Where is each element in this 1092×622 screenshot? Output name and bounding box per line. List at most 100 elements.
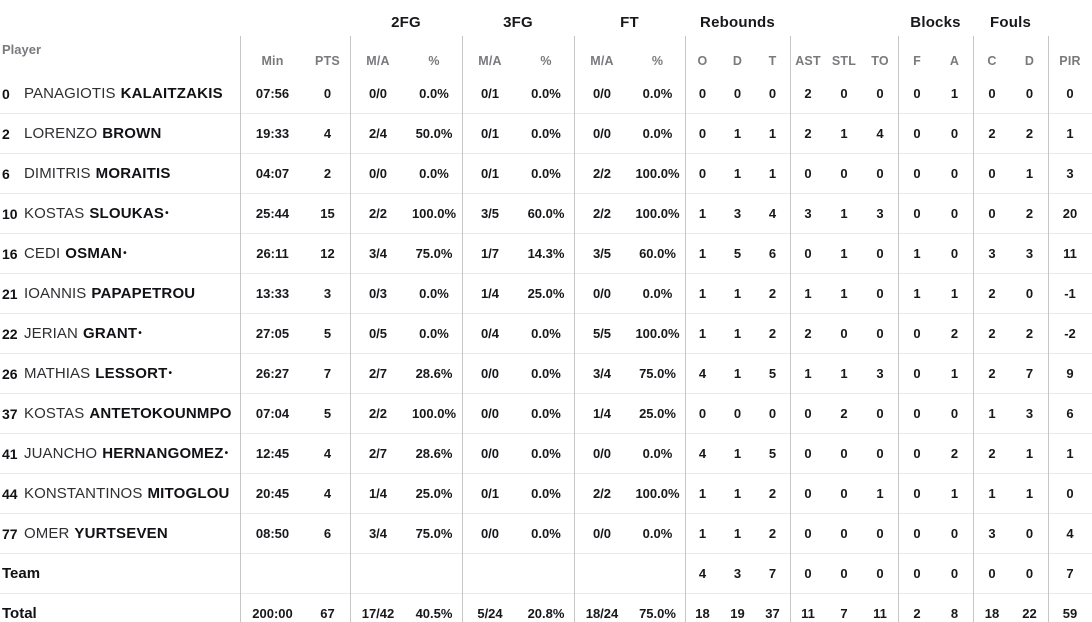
- stat-value-to: 1: [876, 486, 884, 501]
- stat-value-f: 0: [913, 486, 921, 501]
- stat-value-d: 1: [1025, 486, 1034, 501]
- player-cell: 16 CEDI OSMAN •: [0, 245, 240, 262]
- stat-value-d: 3: [1025, 246, 1034, 261]
- stat-value-pir: 4: [1066, 526, 1074, 541]
- stat-header-row: Player Min PTS M/A% M/A% M/A% O D T AST STL TO F A C D…: [0, 36, 1092, 74]
- stat-value-stl: 1: [840, 286, 848, 301]
- stat-value-: 14.3%: [527, 246, 565, 261]
- stat-value-pir: -1: [1064, 286, 1076, 301]
- player-row[interactable]: 41 JUANCHO HERNANGOMEZ • 12:45 4 2/7 28.6% 0/0 0.…: [0, 434, 1092, 474]
- stat-value-t: 5: [768, 446, 777, 461]
- stat-value-ma: 2/7: [368, 446, 388, 461]
- column-divider: [462, 36, 463, 622]
- stat-header-stl: STL: [831, 54, 857, 68]
- stat-value-pts: 6: [323, 526, 332, 541]
- stat-value-ast: 1: [804, 286, 812, 301]
- stat-value-pts: 12: [320, 246, 335, 261]
- stat-value-min: 19:33: [255, 126, 290, 141]
- stat-value-: 0.0%: [642, 86, 673, 101]
- stat-value-o: 0: [698, 86, 707, 101]
- jersey-number: 41: [2, 445, 18, 462]
- player-row[interactable]: 44 KONSTANTINOS MITOGLOU 20:45 4 1/4 25.0% 0/1 0…: [0, 474, 1092, 514]
- stat-value-ast: 3: [804, 206, 812, 221]
- stat-value-t: 2: [768, 286, 777, 301]
- player-last-name: KALAITZAKIS: [120, 85, 223, 102]
- player-last-name: PAPAPETROU: [91, 285, 196, 302]
- jersey-number: 22: [2, 325, 18, 342]
- stat-value-to: 3: [876, 206, 884, 221]
- stat-value-d: 1: [733, 486, 742, 501]
- stat-value-a: 0: [950, 206, 959, 221]
- stat-value-pir: 11: [1063, 246, 1077, 261]
- player-row[interactable]: 26 MATHIAS LESSORT • 26:27 7 2/7 28.6% 0/0 0.0% 3/…: [0, 354, 1092, 394]
- stat-value-d: 1: [733, 166, 742, 181]
- player-row[interactable]: 77 OMER YURTSEVEN 08:50 6 3/4 75.0% 0/0 0.0% 0/0 0…: [0, 514, 1092, 554]
- stat-value-a: 0: [950, 246, 959, 261]
- stat-value-: 100.0%: [635, 206, 680, 221]
- stat-header-: %: [540, 54, 552, 68]
- stat-value-t: 2: [768, 486, 777, 501]
- stat-value-o: 18: [695, 606, 710, 621]
- player-cell: 26 MATHIAS LESSORT •: [0, 365, 240, 382]
- stat-value-: 0.0%: [531, 446, 561, 461]
- player-row[interactable]: 21 IOANNIS PAPAPETROU 13:33 3 0/3 0.0% 1/4 25.0%…: [0, 274, 1092, 314]
- stat-value-d: 1: [1025, 166, 1034, 181]
- player-last-name: YURTSEVEN: [74, 525, 168, 542]
- stat-value-to: 0: [876, 286, 884, 301]
- stat-value-c: 3: [988, 526, 996, 541]
- player-row[interactable]: 37 KOSTAS ANTETOKOUNMPO 07:04 5 2/2 100.0% 0/0 0…: [0, 394, 1092, 434]
- stat-value-to: 0: [876, 246, 884, 261]
- stat-value-ma: 0/0: [592, 86, 612, 101]
- stat-value-d: 5: [733, 246, 742, 261]
- column-divider: [790, 36, 791, 622]
- stat-value-: 0.0%: [642, 526, 673, 541]
- stat-value-ma: 0/0: [480, 526, 500, 541]
- stat-value-: 25.0%: [415, 486, 453, 501]
- stat-value-: 25.0%: [639, 406, 676, 421]
- stat-value-o: 1: [698, 286, 707, 301]
- summary-row: Team 4 3 7 0 0 0 0 0 0 0 7: [0, 554, 1092, 594]
- jersey-number: 37: [2, 405, 18, 422]
- stat-value-ma: 18/24: [585, 606, 619, 621]
- player-first-name: MATHIAS: [24, 365, 91, 382]
- player-row[interactable]: 2 LORENZO BROWN 19:33 4 2/4 50.0% 0/1 0.0% 0/0 0.0…: [0, 114, 1092, 154]
- stat-value-pir: 7: [1066, 566, 1074, 581]
- stat-value-a: 1: [950, 366, 959, 381]
- stat-value-a: 1: [950, 286, 959, 301]
- column-divider: [574, 36, 575, 622]
- player-row[interactable]: 6 DIMITRIS MORAITIS 04:07 2 0/0 0.0% 0/1 0.0% 2/2…: [0, 154, 1092, 194]
- stat-value-ast: 0: [804, 166, 812, 181]
- stat-value-min: 25:44: [255, 206, 290, 221]
- stat-value-t: 0: [768, 406, 777, 421]
- stat-value-ast: 11: [801, 606, 815, 621]
- stat-value-d: 0: [1025, 286, 1034, 301]
- column-divider: [973, 36, 974, 622]
- column-divider: [685, 36, 686, 622]
- player-row[interactable]: 22 JERIAN GRANT • 27:05 5 0/5 0.0% 0/4 0.0% 5/5 100…: [0, 314, 1092, 354]
- stat-header-f: F: [913, 54, 921, 68]
- stat-value-: 60.0%: [639, 246, 676, 261]
- stat-value-c: 2: [988, 326, 996, 341]
- starter-marker-icon: •: [168, 368, 173, 379]
- stat-value-f: 0: [913, 366, 921, 381]
- stat-value-: 50.0%: [415, 126, 453, 141]
- player-cell: 22 JERIAN GRANT •: [0, 325, 240, 342]
- stat-value-: 0.0%: [642, 286, 673, 301]
- stat-value-t: 37: [765, 606, 780, 621]
- stat-header-pts: PTS: [315, 54, 340, 68]
- stat-value-stl: 1: [840, 206, 848, 221]
- stat-value-ma: 0/1: [480, 126, 500, 141]
- stat-value-: 0.0%: [531, 406, 561, 421]
- stat-value-t: 1: [768, 166, 777, 181]
- stat-value-ma: 0/0: [592, 126, 612, 141]
- player-row[interactable]: 0 PANAGIOTIS KALAITZAKIS 07:56 0 0/0 0.0% 0/1 0.…: [0, 74, 1092, 114]
- player-row[interactable]: 16 CEDI OSMAN • 26:11 12 3/4 75.0% 1/7 14.3% 3/5 60…: [0, 234, 1092, 274]
- player-cell: 21 IOANNIS PAPAPETROU: [0, 285, 240, 302]
- player-first-name: DIMITRIS: [24, 165, 91, 182]
- stat-value-to: 0: [876, 446, 884, 461]
- stat-value-pir: 9: [1066, 366, 1074, 381]
- player-row[interactable]: 10 KOSTAS SLOUKAS • 25:44 15 2/2 100.0% 3/5 60.0%…: [0, 194, 1092, 234]
- stat-header-a: A: [949, 54, 960, 68]
- stat-value-c: 3: [988, 246, 996, 261]
- stat-value-stl: 0: [840, 446, 848, 461]
